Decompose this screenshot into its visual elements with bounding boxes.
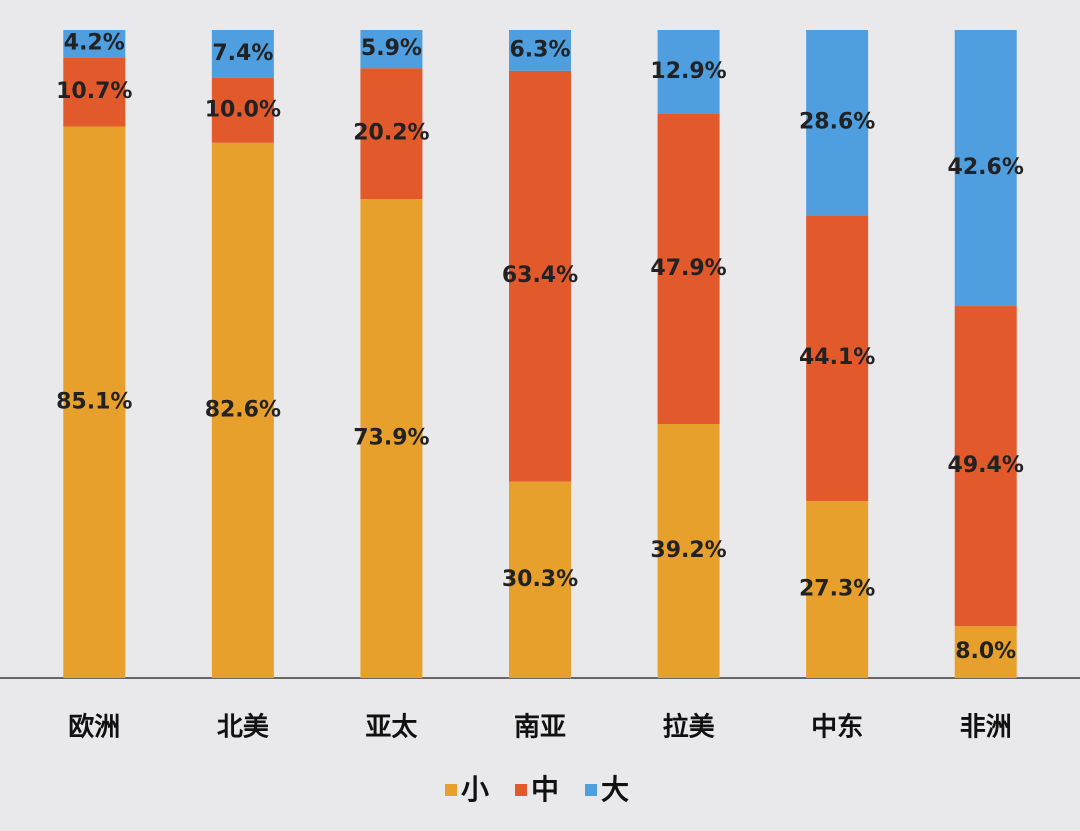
bar-segment <box>360 68 423 200</box>
value-label: 12.9% <box>650 59 726 84</box>
legend-label: 中 <box>531 773 559 806</box>
bar-segment <box>63 126 126 678</box>
x-tick-label: 南亚 <box>514 713 566 743</box>
value-label: 7.4% <box>212 41 273 66</box>
value-label: 63.4% <box>502 263 578 288</box>
value-label: 30.3% <box>502 567 578 592</box>
bar-segment <box>360 30 423 69</box>
value-label: 49.4% <box>948 453 1024 478</box>
bar-segment <box>360 199 423 679</box>
bar-segment <box>806 30 869 216</box>
bar-segment <box>211 77 274 143</box>
bar-segment <box>63 30 126 58</box>
bar-segment <box>657 113 720 424</box>
legend-marker <box>515 784 527 796</box>
legend-label: 小 <box>461 773 489 806</box>
bar-segment <box>806 215 869 502</box>
legend-marker <box>585 784 597 796</box>
bar-segment <box>657 423 720 678</box>
bar-segment <box>509 30 571 71</box>
value-label: 20.2% <box>353 121 429 146</box>
value-label: 47.9% <box>650 256 726 281</box>
value-label: 73.9% <box>353 426 429 451</box>
value-label: 10.0% <box>205 97 281 122</box>
bar-segment <box>211 142 274 678</box>
value-label: 4.2% <box>64 31 125 56</box>
x-tick-label: 非洲 <box>960 713 1012 743</box>
bar-segment <box>954 306 1017 627</box>
legend-marker <box>445 784 457 796</box>
value-label: 44.1% <box>799 345 875 370</box>
legend-label: 大 <box>601 773 629 806</box>
value-label: 28.6% <box>799 110 875 135</box>
x-tick-label: 中东 <box>811 712 863 743</box>
bar-segment <box>211 30 274 78</box>
bar-segment <box>954 30 1017 307</box>
bar-segment <box>509 481 571 678</box>
value-label: 27.3% <box>799 577 875 602</box>
x-tick-label: 亚太 <box>365 713 418 743</box>
x-tick-label: 欧洲 <box>68 712 120 743</box>
bar-segment <box>509 70 571 482</box>
x-tick-label: 北美 <box>217 712 269 743</box>
bar-segment <box>806 501 869 678</box>
value-label: 8.0% <box>955 639 1016 664</box>
value-label: 10.7% <box>56 79 132 104</box>
bar-segment <box>63 57 126 127</box>
value-label: 39.2% <box>650 538 726 563</box>
value-label: 42.6% <box>948 155 1024 180</box>
x-tick-label: 拉美 <box>663 712 715 743</box>
value-label: 5.9% <box>361 36 422 61</box>
value-label: 82.6% <box>205 397 281 422</box>
bar-segment <box>657 30 720 114</box>
value-label: 6.3% <box>509 37 570 62</box>
value-label: 85.1% <box>56 389 132 414</box>
bar-segment <box>954 626 1017 678</box>
